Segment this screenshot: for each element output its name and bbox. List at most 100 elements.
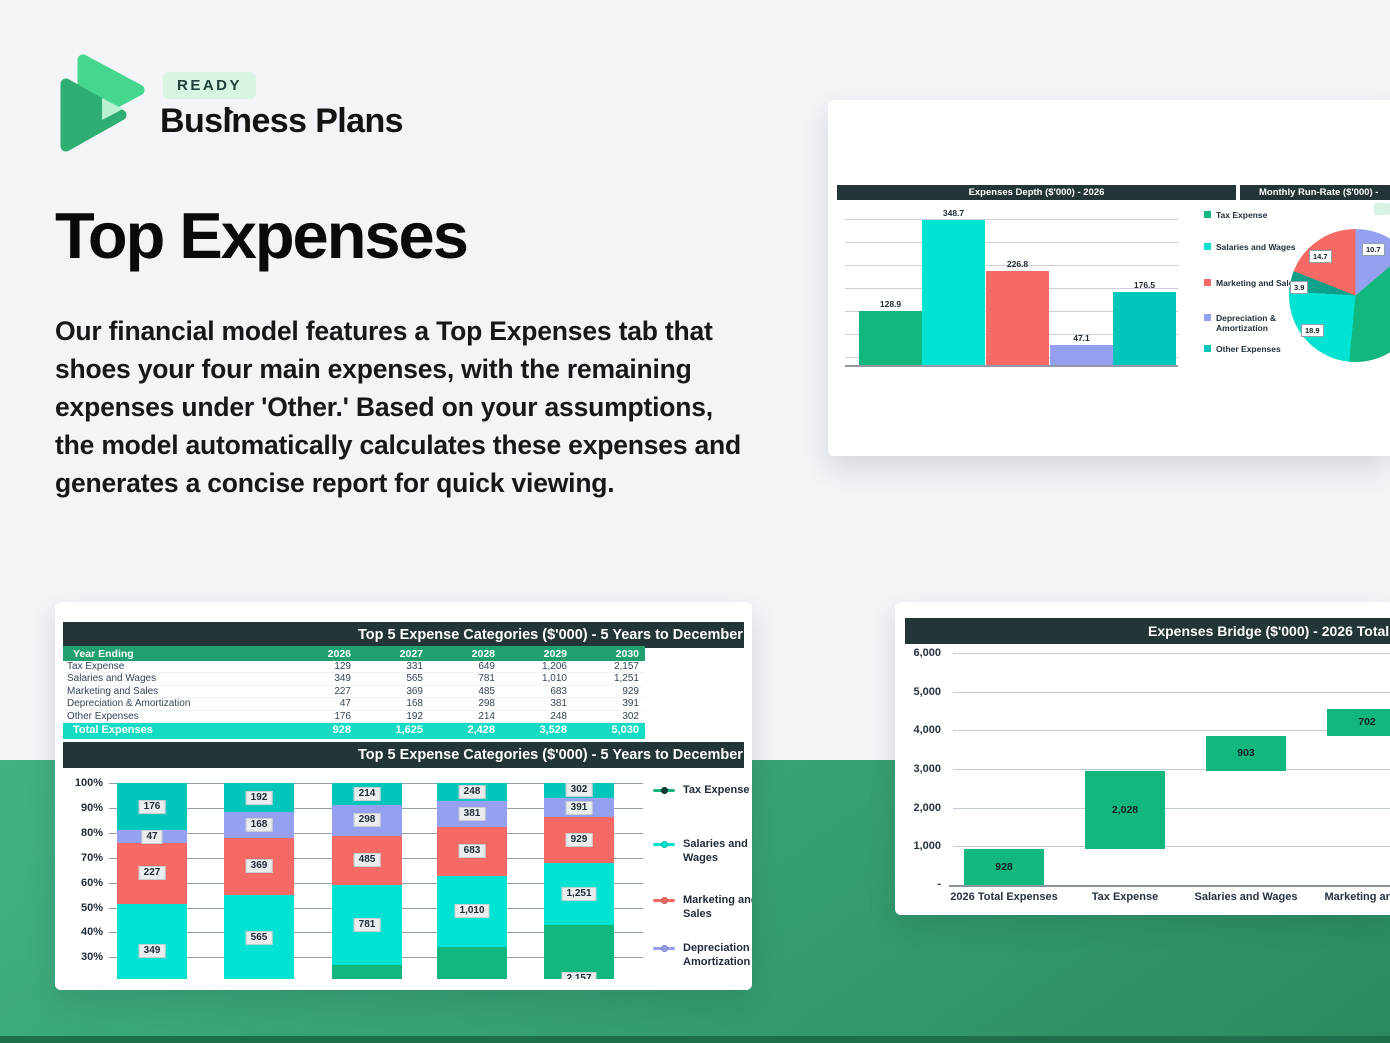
top5-table-title: Top 5 Expense Categories ($'000) - 5 Yea… [63,622,744,648]
x-axis-line [845,365,1178,367]
bar-value-label: 928 [995,861,1013,874]
table-cell: 2,157 [573,661,645,674]
expenses-depth-card: Expenses Depth ($'000) - 2026 Monthly Ru… [828,100,1390,456]
y-tick-label: 30% [80,951,103,964]
waterfall-bar [1327,708,1390,736]
bar-marketing-and-sales [986,271,1049,365]
y-tick-label: 90% [80,801,103,814]
ready-badge: READY [163,72,257,99]
table-cell: 1,251 [573,672,645,686]
y-tick-label: 80% [80,826,103,839]
top5-chart-title: Top 5 Expense Categories ($'000) - 5 Yea… [63,742,744,768]
x-category-label: 2026 Total Expenses [950,891,1058,903]
table-cell: 168 [357,697,429,711]
y-tick-label: - [937,878,941,890]
waterfall-bar [1085,770,1165,850]
table-cell: 248 [501,710,573,724]
table-cell: 381 [501,697,573,711]
table-cell: Salaries and Wages [63,672,285,686]
y-tick-label: 1,000 [913,840,941,853]
legend-swatch [1204,279,1211,286]
x-category-label: Marketing and S [1324,891,1390,903]
expenses-depth-title: Expenses Depth ($'000) - 2026 [837,185,1236,200]
table-cell: 485 [429,685,501,699]
segment-value-label: 781 [353,918,381,933]
page-description: Our financial model features a Top Expen… [55,316,742,498]
legend-swatch [1204,345,1211,352]
legend-label: Tax Expense [1216,210,1268,220]
segment-value-label: 1,010 [454,904,490,919]
play-logo-icon [60,54,145,152]
top5-categories-card: Top 5 Expense Categories ($'000) - 5 Yea… [55,602,752,990]
bar-value-label: 903 [1237,747,1255,760]
legend-swatch [1204,211,1211,218]
table-cell: 227 [285,685,357,699]
table-cell: 1,206 [501,661,573,674]
bar-value-label: 2,028 [1111,803,1139,816]
legend-dot [661,897,668,904]
green-footer-strip [0,1036,1390,1043]
gridline [845,265,1178,266]
table-header-row: Year Ending 2026 2027 2028 2029 2030 [63,646,645,661]
table-header-cell: 2029 [501,646,573,661]
page-title: Top Expenses [55,199,469,272]
table-cell: 192 [357,710,429,724]
legend-dot [661,945,668,952]
y-tick-label: 60% [80,876,103,889]
table-row: Salaries and Wages 349 565 781 1,010 1,251 [63,672,645,686]
segment-value-label: 168 [245,818,273,833]
table-cell: 369 [357,685,429,699]
bar-value-label: 226.8 [1006,259,1029,269]
table-cell: 331 [357,661,429,674]
pie-slice-label: 10.7 [1362,243,1385,256]
gridline [953,653,1390,655]
table-cell: 302 [573,710,645,724]
legend-swatch [1204,314,1211,321]
table-row: Marketing and Sales 227 369 485 683 929 [63,685,645,699]
table-total-cell: 1,625 [357,722,429,740]
bar-depreciation-amortization [1050,345,1113,365]
segment-value-label: 47 [141,829,163,844]
table-cell: 565 [357,672,429,686]
legend-dot [661,841,668,848]
segment-value-label: 381 [458,806,486,821]
segment-value-label: 391 [565,800,593,815]
legend-dot [661,787,668,794]
y-tick-label: 2,000 [913,801,941,814]
table-cell: Other Expenses [63,710,285,724]
bar-value-label: 702 [1358,716,1376,729]
waterfall-bar [1206,735,1286,771]
table-header-cell: Year Ending [63,646,285,661]
table-cell: 929 [573,685,645,699]
y-tick-label: 4,000 [913,724,941,737]
card-bottom-padding [55,979,752,990]
pie-slice-label: 18.9 [1301,324,1324,337]
segment-value-label: 485 [353,853,381,868]
table-header-cell: 2026 [285,646,357,661]
top5-table-title-text: Top 5 Expense Categories ($'000) - 5 Yea… [358,627,744,643]
x-axis-line [949,885,1390,887]
table-total-cell: Total Expenses [63,722,285,740]
table-header-cell: 2028 [429,646,501,661]
gridline [845,242,1178,243]
segment-value-label: 214 [353,786,381,801]
segment-value-label: 302 [565,783,593,798]
segment-value-label: 565 [245,930,273,945]
table-cell: 47 [285,697,357,711]
expenses-bridge-title-text: Expenses Bridge ($'000) - 2026 Total Exp… [1148,623,1390,639]
gridline [953,846,1390,848]
table-row: Depreciation & Amortization 47 168 298 381 39… [63,697,645,711]
monthly-run-rate-pie: 10.7 18.9 3.9 14.7 [828,100,1390,456]
gridline [953,730,1390,732]
pie-slice-label: 14.7 [1309,250,1332,263]
y-tick-label: 50% [80,901,103,914]
segment-value-label: 683 [458,844,486,859]
pie-slice-label: 3.9 [1290,281,1309,294]
legend-label: Tax Expense [683,784,750,796]
table-total-cell: 3,528 [501,722,573,740]
table-cell: 349 [285,672,357,686]
x-category-label: Tax Expense [1091,891,1159,903]
table-total-cell: 5,030 [573,722,645,740]
bar-other-expenses [1113,292,1176,365]
